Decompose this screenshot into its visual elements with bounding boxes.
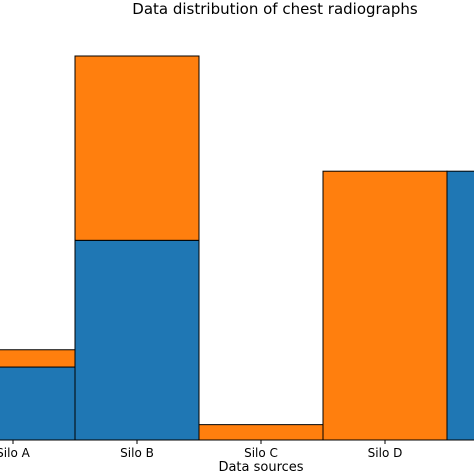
- bar-segment-blue-extra: [446, 170, 474, 441]
- bars: [0, 55, 474, 441]
- bar-segment-blue-silo-b: [74, 239, 200, 441]
- x-tick-label: Silo C: [244, 446, 278, 460]
- bar-segment-blue-silo-a: [0, 366, 76, 441]
- x-tick-label: Silo D: [368, 446, 403, 460]
- bar-segment-orange-silo-a: [0, 349, 76, 368]
- x-ticks: Silo A Silo B Silo C Silo D: [0, 440, 403, 460]
- x-tick-label: Silo A: [0, 446, 31, 460]
- bar-segment-orange-silo-b: [74, 55, 200, 241]
- bar-segment-orange-silo-c: [198, 424, 324, 441]
- bar-segment-orange-silo-d: [322, 170, 448, 441]
- x-axis-label: Data sources: [218, 460, 303, 474]
- chart-title: Data distribution of chest radiographs: [132, 0, 418, 18]
- x-tick-label: Silo B: [120, 446, 154, 460]
